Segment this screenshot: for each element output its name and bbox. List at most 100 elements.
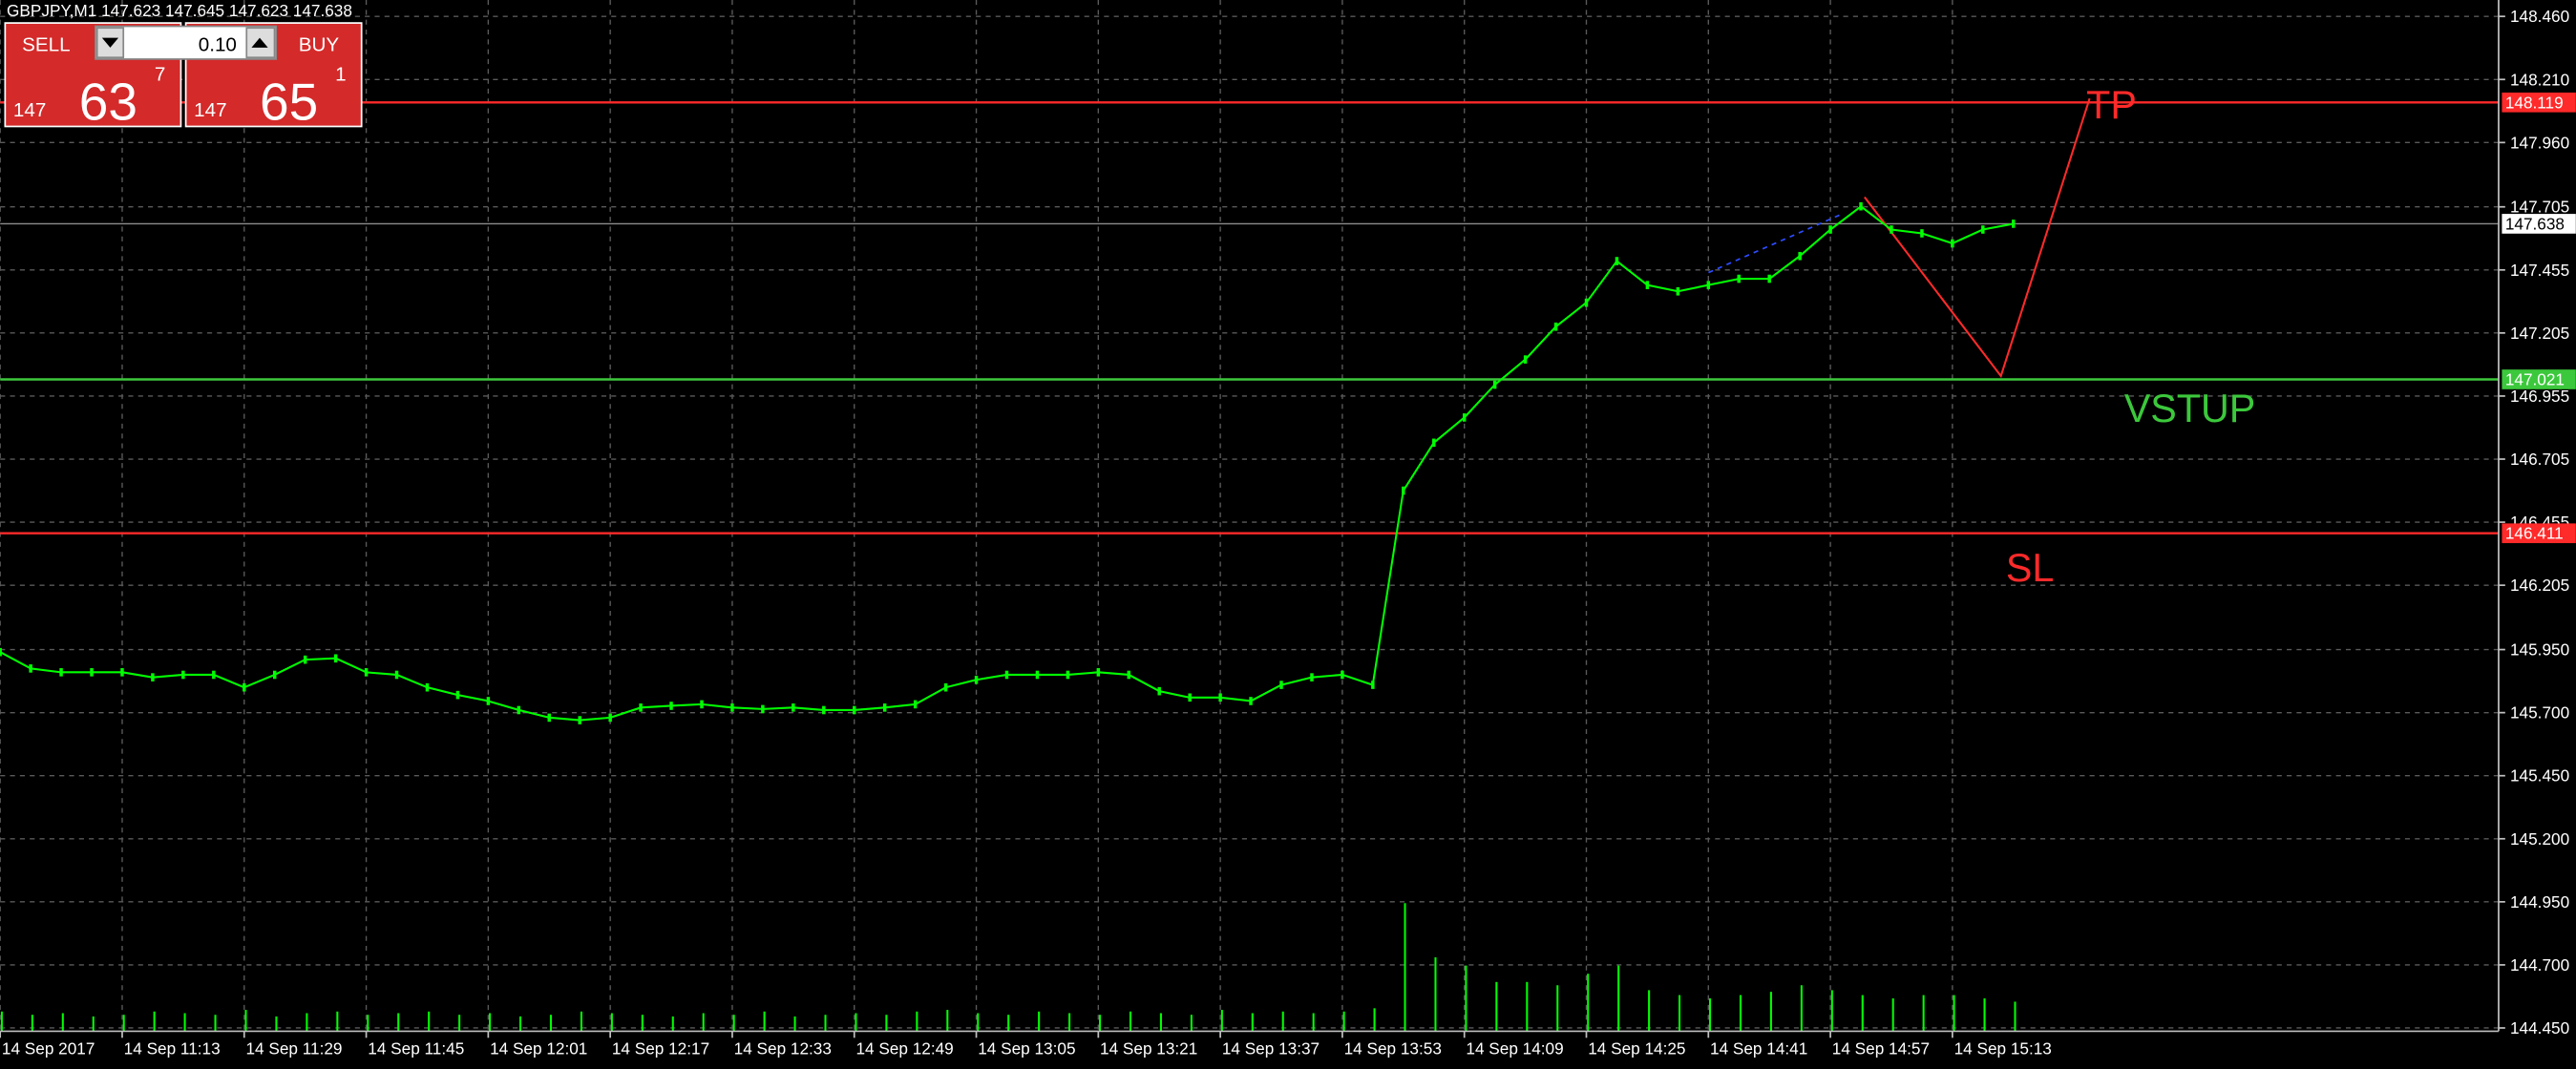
y-tick-label: 147.960 — [2510, 133, 2569, 152]
annotation-sl: SL — [2006, 546, 2055, 590]
price-point — [455, 690, 460, 700]
price-point — [1492, 380, 1497, 389]
price-point — [761, 704, 765, 714]
price-point — [1310, 673, 1314, 681]
price-point — [822, 705, 826, 715]
y-tick-label: 144.950 — [2510, 892, 2569, 912]
x-tick-label: 14 Sep 14:41 — [1710, 1039, 1807, 1059]
buy-price-main: 65 — [260, 73, 318, 132]
price-point — [1402, 486, 1405, 495]
price-point — [1584, 298, 1589, 307]
price-point — [974, 675, 979, 684]
y-tick-label: 146.205 — [2510, 576, 2569, 595]
lot-down[interactable] — [95, 27, 125, 59]
price-point — [1157, 686, 1161, 696]
price-point — [425, 682, 430, 692]
price-point — [1371, 681, 1375, 689]
price-lines — [0, 101, 2499, 534]
price-tag — [2502, 92, 2576, 113]
price-point — [1523, 355, 1528, 364]
sell-label: SELL — [22, 33, 70, 55]
price-point — [181, 670, 185, 680]
y-tick-label: 144.450 — [2510, 1018, 2569, 1038]
price-point — [486, 697, 491, 705]
price-point — [1706, 281, 1711, 289]
price-point — [1981, 225, 1985, 234]
y-tick-label: 146.955 — [2510, 387, 2569, 406]
price-tag-label: 146.411 — [2505, 524, 2564, 543]
price-point — [243, 682, 246, 692]
y-tick-label: 147.455 — [2510, 261, 2569, 280]
x-tick-label: 14 Sep 13:53 — [1344, 1039, 1442, 1059]
x-tick-label: 14 Sep 12:01 — [490, 1039, 587, 1059]
price-point — [608, 713, 612, 723]
price-tag — [2502, 214, 2576, 234]
price-point — [1035, 670, 1040, 680]
x-tick-label: 14 Sep 11:45 — [368, 1039, 464, 1059]
x-tick-label: 14 Sep 2017 — [2, 1039, 95, 1059]
x-tick-label: 14 Sep 13:05 — [978, 1039, 1075, 1059]
price-layer — [0, 201, 2016, 724]
price-point — [1798, 251, 1802, 261]
price-point — [90, 668, 94, 677]
lot-value[interactable]: 0.10 — [199, 33, 237, 55]
lot-up-icon — [251, 37, 268, 48]
price-point — [1553, 322, 1558, 331]
price-point — [853, 705, 856, 715]
price-point — [212, 670, 216, 680]
price-point — [700, 700, 704, 709]
price-point — [1676, 286, 1680, 296]
y-tick-label: 144.700 — [2510, 955, 2569, 975]
price-point — [1859, 201, 1863, 211]
annotation-tp: TP — [2086, 83, 2137, 127]
price-point — [1279, 681, 1283, 689]
y-tick-label: 147.205 — [2510, 324, 2569, 343]
price-point — [547, 713, 551, 723]
price-point — [639, 703, 643, 712]
price-point — [1188, 693, 1192, 702]
price-point — [1951, 239, 1954, 248]
price-tag-label: 147.638 — [2505, 214, 2565, 233]
sell-price-main: 63 — [79, 73, 137, 132]
trend-line — [1708, 212, 1844, 274]
price-point — [120, 668, 124, 677]
chart-title: GBPJPY,M1 147.623 147.645 147.623 147.63… — [7, 1, 352, 20]
buy-price-small: 1 — [335, 63, 346, 85]
price-tag — [2502, 369, 2576, 389]
price-point — [1920, 229, 1924, 238]
price-point — [517, 705, 521, 715]
price-point — [1066, 670, 1070, 680]
x-tick-label: 14 Sep 12:33 — [734, 1039, 832, 1059]
x-tick-label: 14 Sep 12:17 — [612, 1039, 709, 1059]
price-point — [151, 673, 155, 681]
y-tick-label: 147.705 — [2510, 198, 2569, 217]
price-point — [272, 670, 277, 680]
x-tick-label: 14 Sep 14:57 — [1832, 1039, 1930, 1059]
axis-labels: 148.460 148.210 147.960 147.705 147.455 147.2… — [0, 7, 2576, 1059]
price-point — [1645, 281, 1650, 289]
price-tag-label: 148.119 — [2505, 93, 2564, 112]
sell-price-big: 147 — [13, 99, 46, 121]
x-tick-label: 14 Sep 13:21 — [1100, 1039, 1197, 1059]
price-point — [1432, 438, 1436, 448]
grid — [0, 0, 2499, 1032]
sell-price-small: 7 — [155, 63, 165, 85]
y-tick-label: 146.705 — [2510, 450, 2569, 469]
price-point — [303, 655, 307, 664]
price-point — [669, 702, 673, 710]
price-point — [1004, 670, 1009, 680]
price-point — [29, 664, 32, 673]
x-tick-label: 14 Sep 15:13 — [1954, 1039, 2052, 1059]
y-tick-label: 145.950 — [2510, 640, 2569, 660]
y-tick-label: 148.460 — [2510, 7, 2569, 26]
price-tag — [2502, 523, 2576, 544]
price-point — [1462, 413, 1467, 422]
y-tick-label: 145.200 — [2510, 829, 2569, 849]
drawn-path — [1864, 97, 2091, 379]
price-point — [1615, 257, 1619, 265]
x-tick-label: 14 Sep 13:37 — [1222, 1039, 1320, 1059]
price-tag-label: 147.021 — [2505, 370, 2565, 389]
price-point — [882, 703, 887, 712]
